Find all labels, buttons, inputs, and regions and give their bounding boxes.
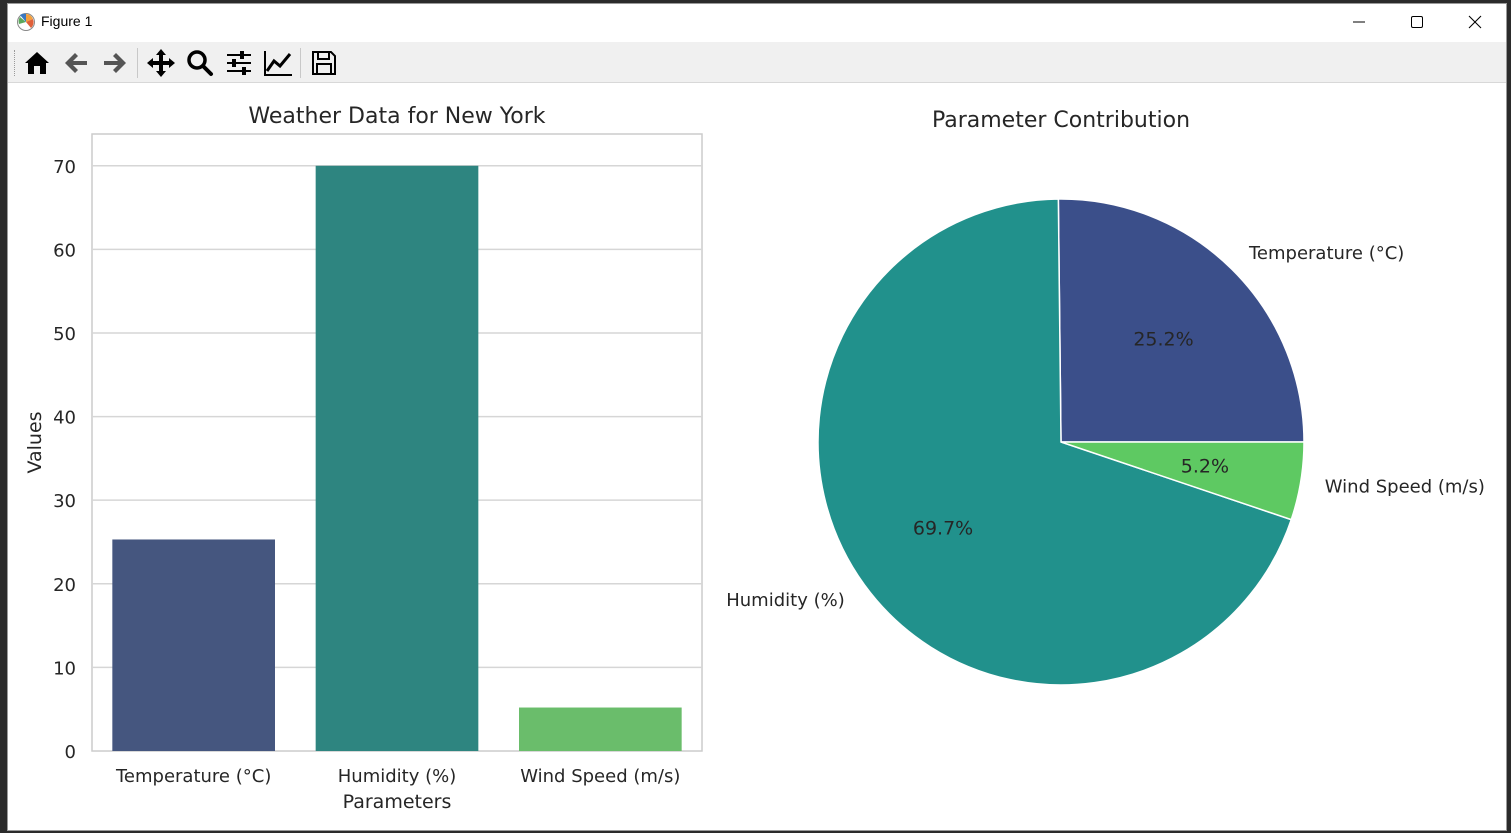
forward-button[interactable]: [98, 46, 132, 80]
minimize-icon: [1353, 21, 1365, 23]
pie-slices: [817, 198, 1305, 686]
navigation-toolbar: [8, 42, 1506, 83]
bar-y-axis-label: Values: [24, 411, 46, 473]
x-tick-label: Humidity (%): [338, 766, 457, 787]
bar-series: [112, 165, 682, 751]
edit-axis-icon: [264, 51, 292, 76]
toolbar-grip[interactable]: [14, 50, 18, 76]
subplots-icon: [227, 51, 251, 75]
y-tick-label: 0: [65, 742, 76, 763]
home-icon: [25, 52, 49, 74]
window-title: Figure 1: [41, 13, 93, 29]
pan-button[interactable]: [144, 46, 178, 80]
pie-chart-title: Parameter Contribution: [932, 108, 1190, 133]
bar-x-axis-label: Parameters: [343, 791, 452, 813]
edit-axis-button[interactable]: [261, 46, 295, 80]
y-tick-label: 10: [53, 658, 76, 679]
bar-0[interactable]: [112, 539, 275, 751]
toolbar-separator: [300, 48, 301, 78]
bar-chart-title: Weather Data for New York: [248, 104, 545, 129]
toolbar-separator: [137, 48, 138, 78]
x-tick-label: Wind Speed (m/s): [520, 766, 680, 787]
home-button[interactable]: [20, 46, 54, 80]
back-button[interactable]: [59, 46, 93, 80]
y-tick-label: 50: [53, 324, 76, 345]
bar-chart-axes: 0 10 20 30 40 50 60 70 Temperature (°C) Humidity…: [24, 104, 703, 813]
close-icon: [1468, 15, 1482, 29]
maximize-button[interactable]: [1388, 4, 1446, 40]
pie-slice-0[interactable]: [1057, 198, 1305, 443]
pie-percent-label: 25.2%: [1133, 328, 1193, 350]
pie-label: Humidity (%): [726, 590, 845, 611]
y-tick-label: 30: [53, 491, 76, 512]
pie-label: Wind Speed (m/s): [1325, 476, 1485, 497]
pie-label: Temperature (°C): [1248, 243, 1404, 264]
figure-canvas[interactable]: 0 10 20 30 40 50 60 70 Temperature (°C) Humidity…: [8, 83, 1506, 830]
title-bar[interactable]: Figure 1: [8, 4, 1506, 42]
zoom-icon: [187, 50, 213, 76]
matplotlib-app-icon: [17, 13, 35, 31]
pie-chart-axes: Parameter Contribution Temperature (°C) H…: [726, 108, 1485, 686]
close-button[interactable]: [1446, 4, 1504, 40]
configure-subplots-button[interactable]: [222, 46, 256, 80]
maximize-icon: [1411, 16, 1423, 28]
pie-percent-label: 69.7%: [913, 518, 973, 540]
bar-2[interactable]: [519, 707, 682, 751]
y-tick-label: 70: [53, 157, 76, 178]
y-tick-label: 20: [53, 575, 76, 596]
y-tick-label: 40: [53, 408, 76, 429]
minimize-button[interactable]: [1330, 4, 1388, 40]
zoom-button[interactable]: [183, 46, 217, 80]
pie-percent-labels: 25.2% 69.7% 5.2%: [913, 328, 1229, 539]
back-arrow-icon: [65, 53, 87, 73]
pan-icon: [147, 49, 175, 77]
pie-labels: Temperature (°C) Humidity (%) Wind Speed (…: [726, 243, 1485, 611]
save-icon: [312, 51, 336, 75]
pie-slice-2[interactable]: [1060, 441, 1305, 521]
save-button[interactable]: [307, 46, 341, 80]
figure-svg: 0 10 20 30 40 50 60 70 Temperature (°C) Humidity…: [24, 104, 1485, 813]
pie-slice-1[interactable]: [817, 198, 1293, 686]
y-tick-label: 60: [53, 240, 76, 261]
bar-y-ticks: 0 10 20 30 40 50 60 70: [53, 157, 76, 763]
bar-x-ticks: Temperature (°C) Humidity (%) Wind Speed (…: [115, 766, 680, 787]
figure-window: Figure 1: [7, 3, 1507, 831]
x-tick-label: Temperature (°C): [115, 766, 271, 787]
pie-percent-label: 5.2%: [1181, 456, 1229, 478]
bar-1[interactable]: [315, 165, 479, 751]
forward-arrow-icon: [104, 53, 126, 73]
